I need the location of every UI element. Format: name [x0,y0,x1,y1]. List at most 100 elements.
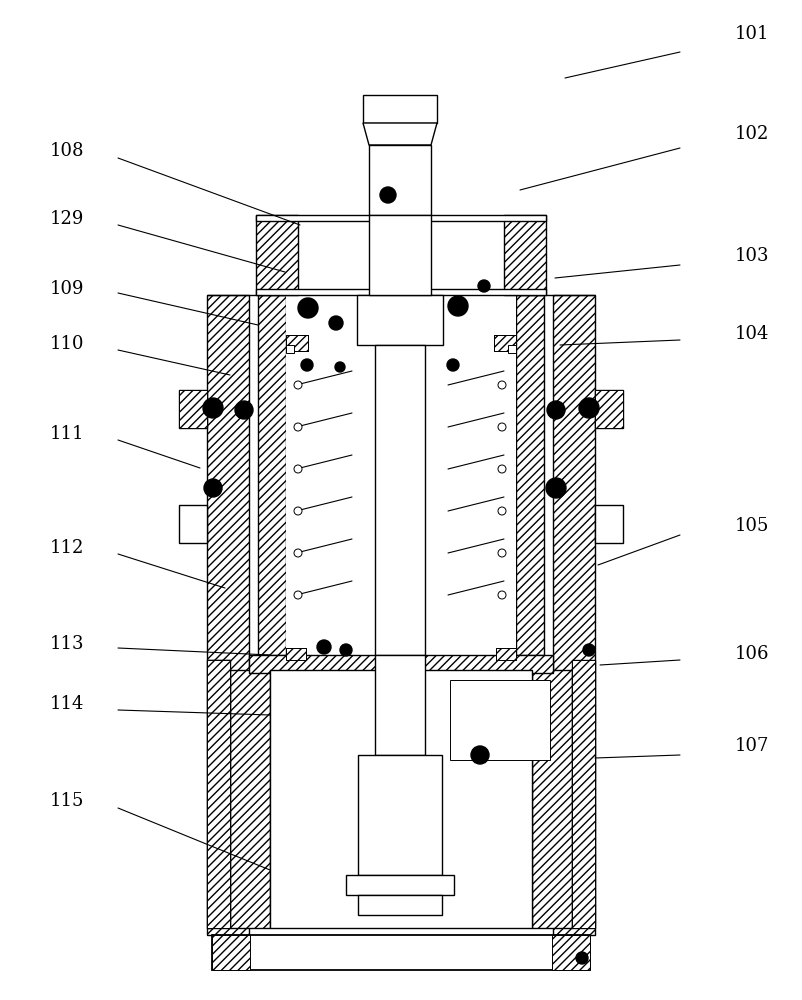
Bar [258,295,286,655]
Text: 114: 114 [50,695,84,713]
Circle shape [576,952,588,964]
Bar [256,289,546,295]
Bar [212,935,250,970]
Circle shape [579,398,599,418]
Circle shape [340,644,352,656]
Text: 104: 104 [735,325,769,343]
Bar [572,660,595,928]
Circle shape [448,296,468,316]
Bar [179,390,207,428]
Bar [496,648,516,660]
Bar [532,670,572,928]
Bar [516,295,544,655]
Bar [286,335,308,351]
Circle shape [498,465,506,473]
Circle shape [203,398,223,418]
Bar [595,505,623,543]
Text: 113: 113 [50,635,84,653]
Bar [286,345,294,353]
Bar [595,390,623,428]
Text: 103: 103 [735,247,769,265]
Text: 129: 129 [50,210,84,228]
Circle shape [301,359,313,371]
Bar [595,390,623,428]
Bar [496,648,516,660]
Bar [369,215,431,295]
Bar [553,295,595,935]
Circle shape [498,549,506,557]
Circle shape [498,507,506,515]
Bar [346,875,454,895]
Bar [256,215,298,295]
Circle shape [583,644,595,656]
Bar [450,680,550,760]
Circle shape [478,280,490,292]
Bar [230,670,270,928]
Bar [212,935,590,970]
Bar [363,95,437,123]
Bar [504,215,546,295]
Bar [358,895,442,915]
Bar [504,215,546,295]
Bar [179,505,207,543]
Circle shape [498,423,506,431]
Bar [494,335,516,351]
Bar [553,295,595,935]
Circle shape [298,298,318,318]
Bar [286,648,306,660]
Bar [358,755,442,875]
Text: 107: 107 [735,737,769,755]
Bar [375,655,425,755]
Circle shape [294,465,302,473]
Bar [494,335,516,351]
Bar [286,335,308,351]
Polygon shape [363,123,437,145]
Text: 110: 110 [50,335,84,353]
Bar [532,670,572,928]
Circle shape [546,478,566,498]
Bar [286,648,306,660]
Circle shape [329,316,343,330]
Bar [375,345,425,655]
Bar [256,215,546,221]
Text: 102: 102 [735,125,769,143]
Bar [369,145,431,215]
Text: 108: 108 [50,142,84,160]
Bar [508,345,516,353]
Bar [249,655,553,673]
Text: 115: 115 [50,792,84,810]
Circle shape [235,401,253,419]
Bar [270,670,532,928]
Text: 109: 109 [50,280,84,298]
Circle shape [294,507,302,515]
Bar [179,390,207,428]
Bar [516,295,544,655]
Circle shape [498,381,506,389]
Circle shape [447,359,459,371]
Circle shape [204,479,222,497]
Bar [249,655,553,673]
Circle shape [317,640,331,654]
Bar [207,660,230,928]
Circle shape [380,187,396,203]
Circle shape [498,591,506,599]
Text: 111: 111 [50,425,84,443]
Bar [230,670,270,928]
Circle shape [471,746,489,764]
Bar [572,660,595,928]
Bar [207,660,230,928]
Circle shape [294,423,302,431]
Circle shape [294,591,302,599]
Bar [258,295,286,655]
Bar [357,295,443,345]
Text: 105: 105 [735,517,769,535]
Text: 101: 101 [735,25,769,43]
Bar [286,295,516,655]
Circle shape [294,381,302,389]
Circle shape [547,401,565,419]
Text: 106: 106 [735,645,769,663]
Bar [552,935,590,970]
Text: 112: 112 [50,539,84,557]
Circle shape [335,362,345,372]
Bar [207,295,249,935]
